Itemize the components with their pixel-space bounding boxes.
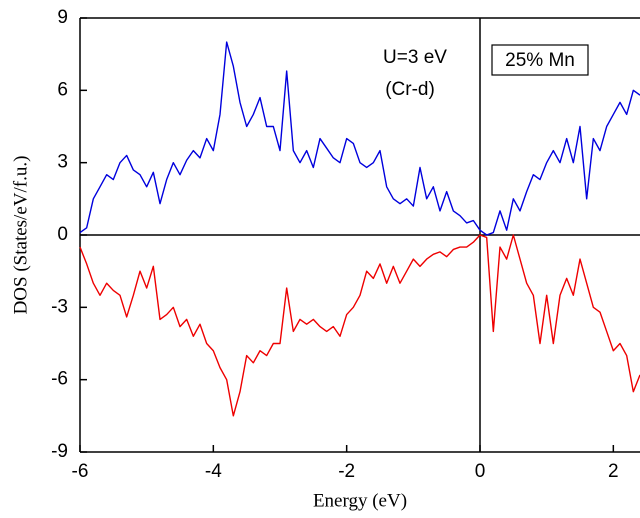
y-tick-label: -9 [51, 441, 68, 462]
x-tick-label: 2 [608, 461, 619, 482]
annotation-box [491, 44, 589, 76]
x-tick-label: -6 [72, 461, 89, 482]
y-tick-label: -3 [51, 296, 68, 317]
x-tick-label: -2 [338, 461, 355, 482]
y-tick-label: 6 [57, 79, 68, 100]
x-axis-label: Energy (eV) [313, 490, 407, 511]
y-tick-label: -6 [51, 369, 68, 390]
y-tick-label: 3 [57, 152, 68, 173]
annotation: 25% Mn [505, 50, 575, 71]
y-tick-label: 0 [57, 224, 68, 245]
annotation: U=3 eV [383, 47, 447, 68]
x-tick-label: -4 [205, 461, 222, 482]
y-axis-label: DOS (States/eV/f.u.) [10, 156, 31, 315]
annotation: (Cr-d) [385, 79, 435, 100]
x-tick-label: 0 [475, 461, 486, 482]
dos-line [79, 41, 640, 236]
y-tick-label: 9 [57, 7, 68, 28]
dos-line [79, 234, 640, 417]
